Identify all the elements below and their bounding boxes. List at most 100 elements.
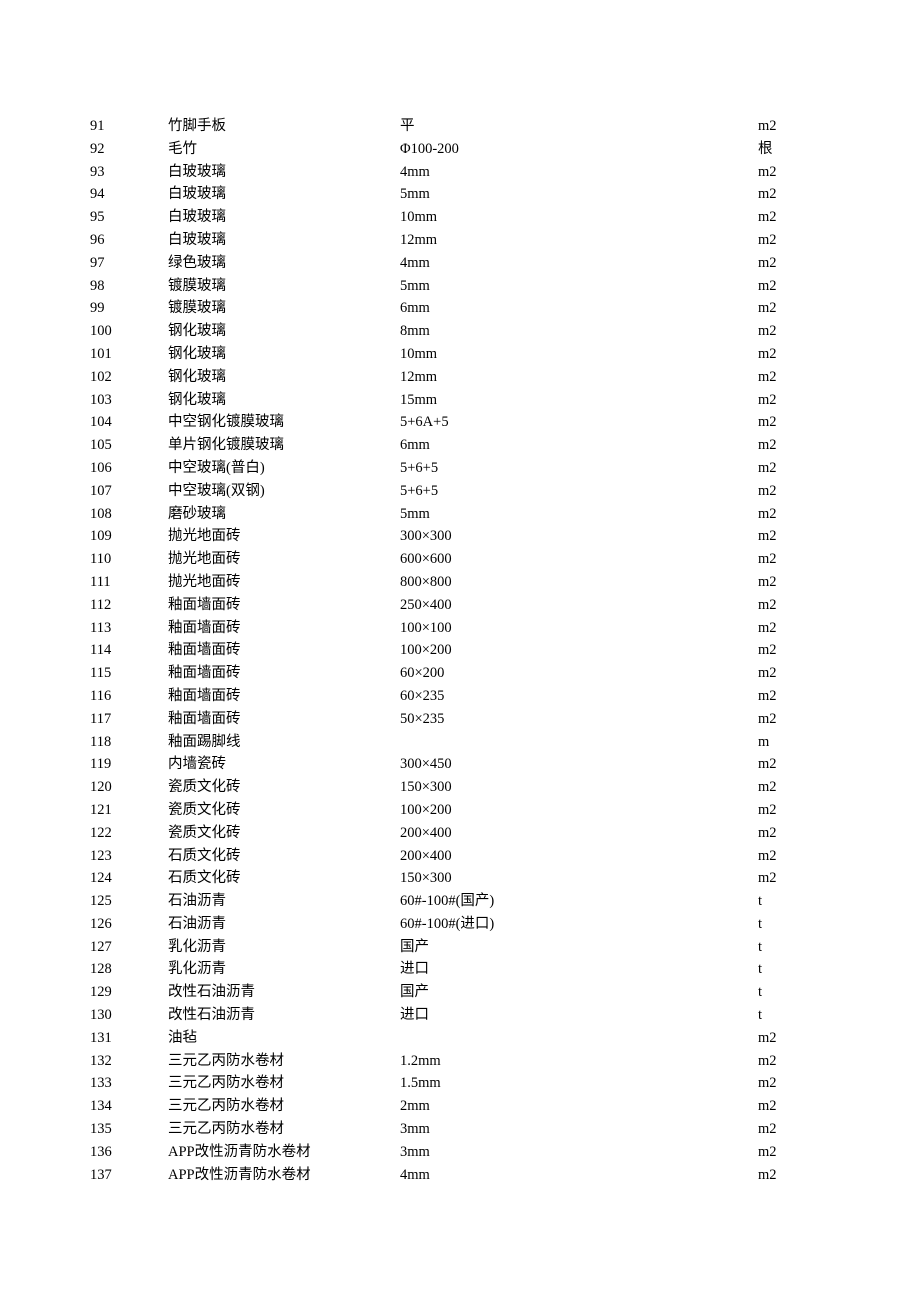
material-name: 毛竹	[168, 138, 400, 161]
row-number: 121	[90, 799, 168, 822]
material-name: 白玻玻璃	[168, 161, 400, 184]
material-unit: m2	[758, 685, 818, 708]
row-number: 129	[90, 981, 168, 1004]
material-unit: m2	[758, 617, 818, 640]
table-row: 136APP改性沥青防水卷材3mmm2	[90, 1141, 830, 1164]
material-name: 镀膜玻璃	[168, 297, 400, 320]
material-unit: t	[758, 981, 818, 1004]
material-name: 瓷质文化砖	[168, 776, 400, 799]
material-unit: m2	[758, 252, 818, 275]
material-name: 石质文化砖	[168, 867, 400, 890]
row-number: 101	[90, 343, 168, 366]
material-name: 三元乙丙防水卷材	[168, 1072, 400, 1095]
table-row: 96白玻玻璃12mmm2	[90, 229, 830, 252]
material-unit: t	[758, 913, 818, 936]
table-row: 94白玻玻璃5mmm2	[90, 183, 830, 206]
material-spec: 6mm	[400, 297, 758, 320]
material-unit: m2	[758, 366, 818, 389]
material-unit: m2	[758, 822, 818, 845]
table-row: 130改性石油沥青进口t	[90, 1004, 830, 1027]
material-spec: 2mm	[400, 1095, 758, 1118]
table-row: 101钢化玻璃10mmm2	[90, 343, 830, 366]
material-spec: 100×200	[400, 799, 758, 822]
row-number: 109	[90, 525, 168, 548]
table-row: 111抛光地面砖800×800m2	[90, 571, 830, 594]
row-number: 132	[90, 1050, 168, 1073]
table-row: 100钢化玻璃8mmm2	[90, 320, 830, 343]
material-unit: t	[758, 890, 818, 913]
material-spec: 平	[400, 115, 758, 138]
row-number: 104	[90, 411, 168, 434]
table-row: 120瓷质文化砖150×300m2	[90, 776, 830, 799]
material-unit: m2	[758, 434, 818, 457]
material-name: 抛光地面砖	[168, 548, 400, 571]
row-number: 105	[90, 434, 168, 457]
table-row: 102钢化玻璃12mmm2	[90, 366, 830, 389]
table-row: 118釉面踢脚线m	[90, 731, 830, 754]
table-row: 106中空玻璃(普白)5+6+5m2	[90, 457, 830, 480]
material-unit: m2	[758, 503, 818, 526]
row-number: 125	[90, 890, 168, 913]
material-spec: 10mm	[400, 343, 758, 366]
material-spec	[400, 731, 758, 754]
material-spec: 进口	[400, 1004, 758, 1027]
material-spec: 100×100	[400, 617, 758, 640]
material-unit: m2	[758, 411, 818, 434]
row-number: 99	[90, 297, 168, 320]
material-name: 中空钢化镀膜玻璃	[168, 411, 400, 434]
row-number: 114	[90, 639, 168, 662]
material-unit: t	[758, 1004, 818, 1027]
table-row: 108磨砂玻璃5mmm2	[90, 503, 830, 526]
material-spec: 4mm	[400, 252, 758, 275]
material-unit: m2	[758, 161, 818, 184]
material-name: 釉面墙面砖	[168, 662, 400, 685]
row-number: 94	[90, 183, 168, 206]
material-spec: 300×300	[400, 525, 758, 548]
row-number: 107	[90, 480, 168, 503]
material-unit: m2	[758, 639, 818, 662]
table-row: 92毛竹Φ100-200根	[90, 138, 830, 161]
material-spec: 5+6+5	[400, 457, 758, 480]
row-number: 92	[90, 138, 168, 161]
material-name: APP改性沥青防水卷材	[168, 1164, 400, 1187]
material-spec: 250×400	[400, 594, 758, 617]
material-spec: 60×235	[400, 685, 758, 708]
material-unit: m2	[758, 1141, 818, 1164]
row-number: 117	[90, 708, 168, 731]
row-number: 128	[90, 958, 168, 981]
material-spec: 15mm	[400, 389, 758, 412]
material-spec: 国产	[400, 981, 758, 1004]
table-row: 103钢化玻璃15mmm2	[90, 389, 830, 412]
table-row: 135三元乙丙防水卷材3mmm2	[90, 1118, 830, 1141]
material-unit: m2	[758, 1050, 818, 1073]
material-name: 改性石油沥青	[168, 981, 400, 1004]
row-number: 98	[90, 275, 168, 298]
table-row: 97绿色玻璃4mmm2	[90, 252, 830, 275]
row-number: 127	[90, 936, 168, 959]
material-name: 白玻玻璃	[168, 229, 400, 252]
material-unit: m2	[758, 1095, 818, 1118]
table-row: 109抛光地面砖300×300m2	[90, 525, 830, 548]
material-name: 钢化玻璃	[168, 389, 400, 412]
row-number: 119	[90, 753, 168, 776]
material-spec: 10mm	[400, 206, 758, 229]
material-spec: 8mm	[400, 320, 758, 343]
row-number: 96	[90, 229, 168, 252]
material-name: 釉面墙面砖	[168, 639, 400, 662]
material-spec: 800×800	[400, 571, 758, 594]
material-name: 乳化沥青	[168, 936, 400, 959]
row-number: 103	[90, 389, 168, 412]
material-unit: m2	[758, 275, 818, 298]
material-name: 改性石油沥青	[168, 1004, 400, 1027]
material-unit: m2	[758, 571, 818, 594]
material-name: 单片钢化镀膜玻璃	[168, 434, 400, 457]
row-number: 124	[90, 867, 168, 890]
material-name: 抛光地面砖	[168, 525, 400, 548]
table-row: 117釉面墙面砖50×235m2	[90, 708, 830, 731]
table-row: 113釉面墙面砖100×100m2	[90, 617, 830, 640]
material-spec: 600×600	[400, 548, 758, 571]
table-row: 115釉面墙面砖60×200m2	[90, 662, 830, 685]
row-number: 123	[90, 845, 168, 868]
row-number: 137	[90, 1164, 168, 1187]
table-row: 125石油沥青60#-100#(国产)t	[90, 890, 830, 913]
